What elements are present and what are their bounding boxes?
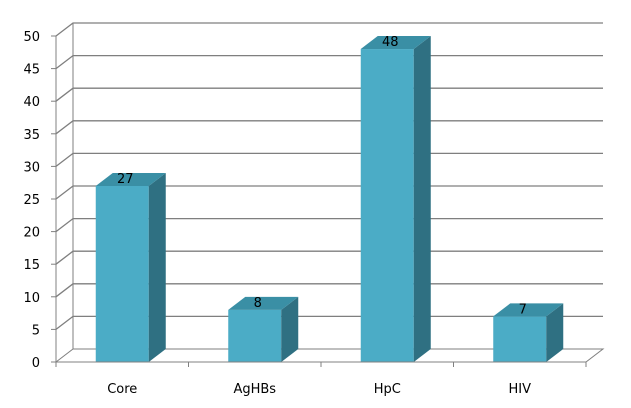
bar-aghbs: [228, 296, 299, 362]
gridline: [55, 120, 603, 135]
y-tick-label: 25: [23, 193, 40, 208]
x-tick-label: HpC: [374, 382, 401, 397]
gridline: [55, 87, 603, 102]
x-tick-label: HIV: [508, 382, 531, 397]
y-tick-label: 40: [23, 95, 40, 110]
bar-top: [228, 296, 299, 310]
bar-hpc: [360, 36, 431, 362]
bar-front: [360, 49, 414, 362]
bar-top: [360, 36, 431, 50]
gridline: [55, 22, 603, 37]
data-labels: 27 8 48 7: [117, 35, 527, 317]
gridline: [55, 152, 603, 167]
gridline: [55, 54, 603, 70]
y-tick-label: 15: [23, 258, 40, 273]
bar-front: [228, 309, 282, 362]
y-tick-label: 20: [23, 226, 40, 241]
y-tick-label: 5: [32, 323, 40, 338]
bar-core: [95, 172, 166, 362]
x-tick-label: AgHBs: [233, 382, 276, 397]
y-tick-label: 0: [32, 356, 40, 371]
bar-side: [413, 36, 431, 362]
x-tick-label: Core: [107, 382, 137, 397]
y-tick-label: 35: [23, 128, 40, 143]
y-tick-label: 50: [23, 30, 40, 45]
bar-top: [95, 172, 166, 186]
x-axis: Core AgHBs HpC HIV: [55, 361, 587, 397]
y-axis: 0 5 10 15 20 25 30 35 40 45 50: [23, 30, 57, 371]
data-label: 48: [382, 35, 399, 50]
y-tick-label: 10: [23, 291, 40, 306]
bar-front: [493, 316, 547, 362]
bar-front: [95, 185, 149, 362]
y-tick-label: 45: [23, 63, 40, 78]
bar-side: [148, 172, 166, 362]
data-label: 7: [519, 302, 527, 317]
data-label: 27: [117, 172, 134, 187]
bars: [95, 36, 564, 362]
bar-side: [546, 303, 564, 362]
data-label: 8: [254, 296, 262, 311]
y-tick-label: 30: [23, 160, 40, 175]
bar-side: [281, 296, 299, 362]
bar-top: [493, 303, 564, 317]
bar-hiv: [493, 303, 564, 362]
